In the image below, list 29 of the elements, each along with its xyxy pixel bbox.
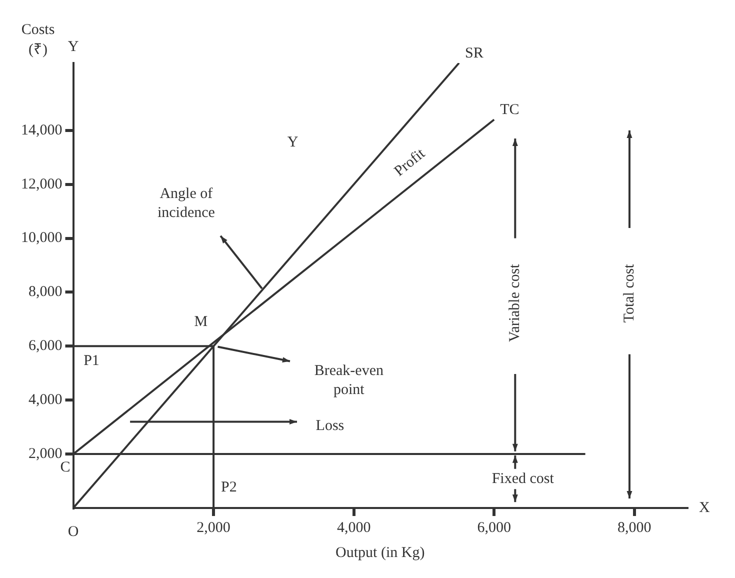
y-tick-label: 12,000 [21,176,62,192]
text: C [60,459,70,476]
y-tick-label: 14,000 [21,122,62,138]
series-label: SR [465,45,484,62]
annotation: Angle of incidence [157,186,216,222]
x-tick-label: 8,000 [618,520,652,536]
annotation: P1 [84,353,100,370]
x-tick-label: 4,000 [336,520,371,536]
y-tick-label: 10,000 [21,230,62,246]
y-tick-label: 2,000 [28,446,62,462]
text: O [68,524,79,540]
text: Y [68,38,79,55]
y-tick-label: 8,000 [28,284,62,300]
series-label: TC [500,102,520,118]
x-tick-label: 2,000 [196,520,230,536]
annotation: Loss [316,418,344,434]
annotation: Fixed cost [492,470,555,487]
y-axis-title: Costs (₹) [21,22,55,58]
x-tick-label: 6,000 [477,520,511,536]
text: X [699,500,710,516]
y-tick-label: 6,000 [28,338,62,354]
x-axis-title: Output (in Kg) [336,544,425,561]
y-tick-label: 4,000 [28,392,62,408]
annotation: Y [287,134,298,150]
annotation: M [194,314,208,330]
annotation: Break-even point [314,363,384,398]
annotation: Variable cost [507,263,524,342]
annotation: P2 [221,479,237,496]
annotation: Total cost [621,263,638,323]
